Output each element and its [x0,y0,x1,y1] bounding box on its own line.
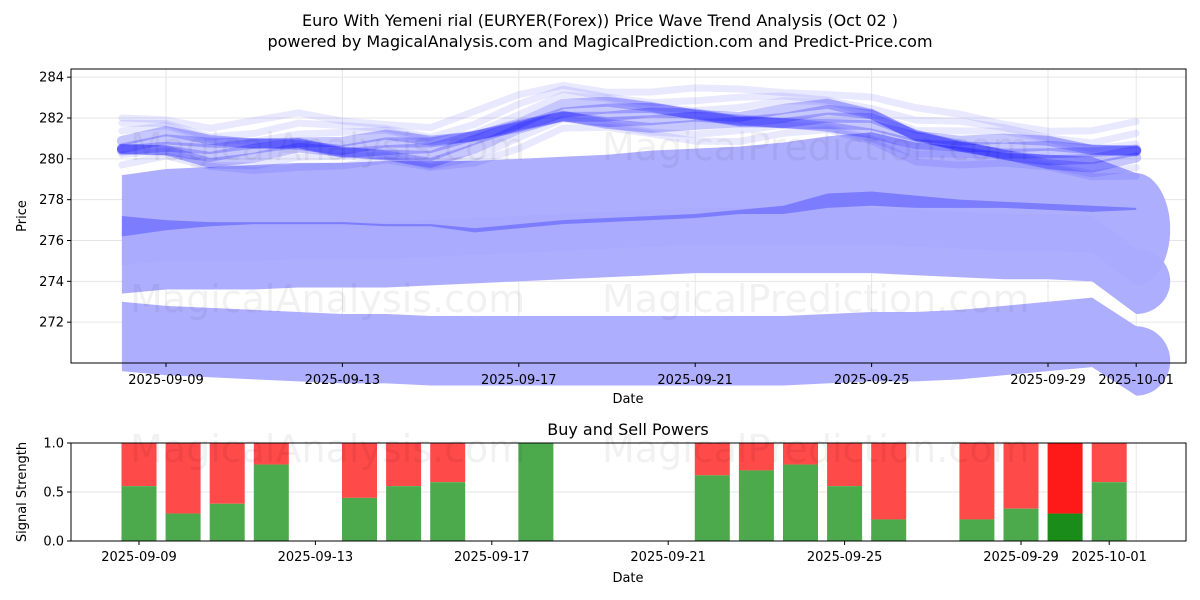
signal-y-tick-label: 0.5 [43,486,64,501]
signal-y-label: Signal Strength [15,442,30,542]
watermark-prediction-2: MagicalPrediction.com [602,277,1030,321]
price-x-tick-label: 2025-09-17 [481,373,557,388]
buy-power-bar [518,443,554,541]
sell-power-bar [386,443,422,487]
sell-power-bar [209,443,245,504]
watermark-analysis: MagicalAnalysis.com [130,125,525,169]
signal-x-tick-label: 2025-09-17 [454,550,530,565]
price-waves [116,81,1142,181]
price-band-stripe [121,191,1137,237]
price-x-tick-label: 2025-09-21 [657,373,733,388]
sell-power-bar [253,443,289,465]
signal-y-tick-label: 1.0 [43,437,64,452]
price-wave-line [118,123,1140,181]
sell-power-bar [871,443,907,520]
price-x-label: Date [612,392,643,407]
sell-power-bar [959,443,995,520]
signal-x-tick-label: 2025-09-25 [807,550,883,565]
sell-power-bar [430,443,466,483]
sell-power-bar [783,443,818,465]
price-y-tick-label: 282 [39,112,64,127]
price-x-ticks: 2025-09-09 2025-09-13 2025-09-17 2025-09-21… [128,363,1174,388]
signal-x-tick-label: 2025-09-29 [983,550,1059,565]
watermark-analysis-3: MagicalAnalysis.com [130,427,525,471]
price-x-tick-label: 2025-09-13 [305,373,381,388]
buy-power-bar [694,475,730,541]
price-wave-line [118,81,1140,135]
watermark-prediction-3: MagicalPrediction.com [602,427,1030,471]
signal-title: Buy and Sell Powers [547,420,709,439]
signal-x-label: Date [612,571,643,586]
sell-power-bar [694,443,730,476]
buy-power-bar [342,497,377,541]
price-y-tick-label: 272 [39,316,64,331]
buy-power-bar [253,464,289,541]
buy-power-bar [121,486,157,541]
signal-panel: Buy and Sell Powers MagicalAnalysis.com … [15,420,1187,586]
price-band-lower [121,297,1171,396]
sell-power-bar [121,443,157,487]
signal-watermarks: MagicalAnalysis.com MagicalPrediction.co… [130,427,1030,471]
sell-power-bar [1003,443,1039,509]
price-bands [121,132,1171,396]
price-y-tick-label: 280 [39,152,64,167]
sell-power-bar [738,443,774,471]
buy-power-bar [430,482,466,541]
buy-power-bar [209,503,245,541]
price-x-tick-label: 2025-09-29 [1010,373,1086,388]
buy-power-bar [959,519,995,541]
sell-power-bar [342,443,377,498]
price-band-middle [121,207,1171,314]
sell-power-bar [827,443,863,487]
signal-x-tick-label: 2025-09-21 [630,550,706,565]
price-axes-frame [70,68,1187,364]
price-wave-line [116,111,1142,166]
signal-bars [121,443,1127,541]
price-y-tick-label: 284 [39,71,64,86]
price-y-tick-label: 274 [39,275,64,290]
price-x-tick-label: 2025-10-01 [1098,373,1174,388]
price-x-tick-label: 2025-09-09 [128,373,204,388]
signal-y-ticks: 0.0 0.5 1.0 [43,437,71,550]
buy-power-bar [871,519,907,541]
chart-title-line1: Euro With Yemeni rial (EURYER(Forex)) Pr… [302,11,898,30]
price-wave-line [118,85,1140,147]
signal-x-tick-label: 2025-09-09 [101,550,177,565]
sell-power-bar [1047,443,1083,514]
price-y-tick-label: 278 [39,193,64,208]
watermark-prediction: MagicalPrediction.com [602,125,1030,169]
price-panel: MagicalAnalysis.com MagicalPrediction.co… [15,68,1187,407]
price-watermarks: MagicalAnalysis.com MagicalPrediction.co… [130,125,1030,321]
buy-power-bar [1003,508,1039,541]
buy-power-bar [1047,513,1083,541]
price-wave-line [116,110,1142,173]
sell-power-bar [165,443,201,514]
sell-power-bar [1091,443,1127,483]
buy-power-bar [783,464,818,541]
buy-power-bar [1091,482,1127,541]
price-wave-line [116,102,1142,157]
signal-x-ticks: 2025-09-09 2025-09-13 2025-09-17 2025-09-21… [101,541,1147,565]
price-y-label: Price [15,200,30,232]
price-wave-line [118,91,1140,153]
price-wave-line [118,115,1140,178]
buy-power-bar [827,486,863,541]
signal-y-tick-label: 0.0 [43,535,64,550]
signal-x-tick-label: 2025-10-01 [1071,550,1147,565]
buy-power-bar [165,513,201,541]
price-y-ticks: 272 274 276 278 280 282 284 [39,71,71,331]
price-x-tick-label: 2025-09-25 [834,373,910,388]
signal-x-tick-label: 2025-09-13 [278,550,354,565]
price-wave-line [116,96,1142,156]
chart-title-line2: powered by MagicalAnalysis.com and Magic… [267,32,932,51]
buy-power-bar [738,470,774,541]
price-y-tick-label: 276 [39,234,64,249]
buy-power-bar [386,486,422,541]
price-wave-line [116,107,1142,159]
watermark-analysis-2: MagicalAnalysis.com [130,277,525,321]
